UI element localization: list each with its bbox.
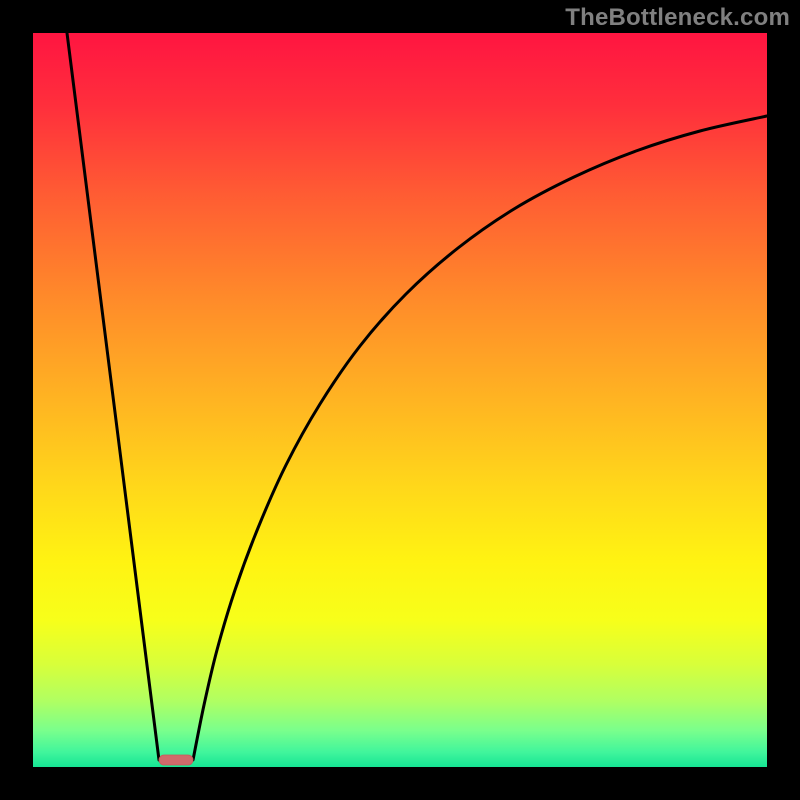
- chart-stage: TheBottleneck.com: [0, 0, 800, 800]
- watermark-text: TheBottleneck.com: [565, 4, 790, 32]
- bottleneck-marker: [159, 755, 193, 765]
- bottleneck-chart: [0, 0, 800, 800]
